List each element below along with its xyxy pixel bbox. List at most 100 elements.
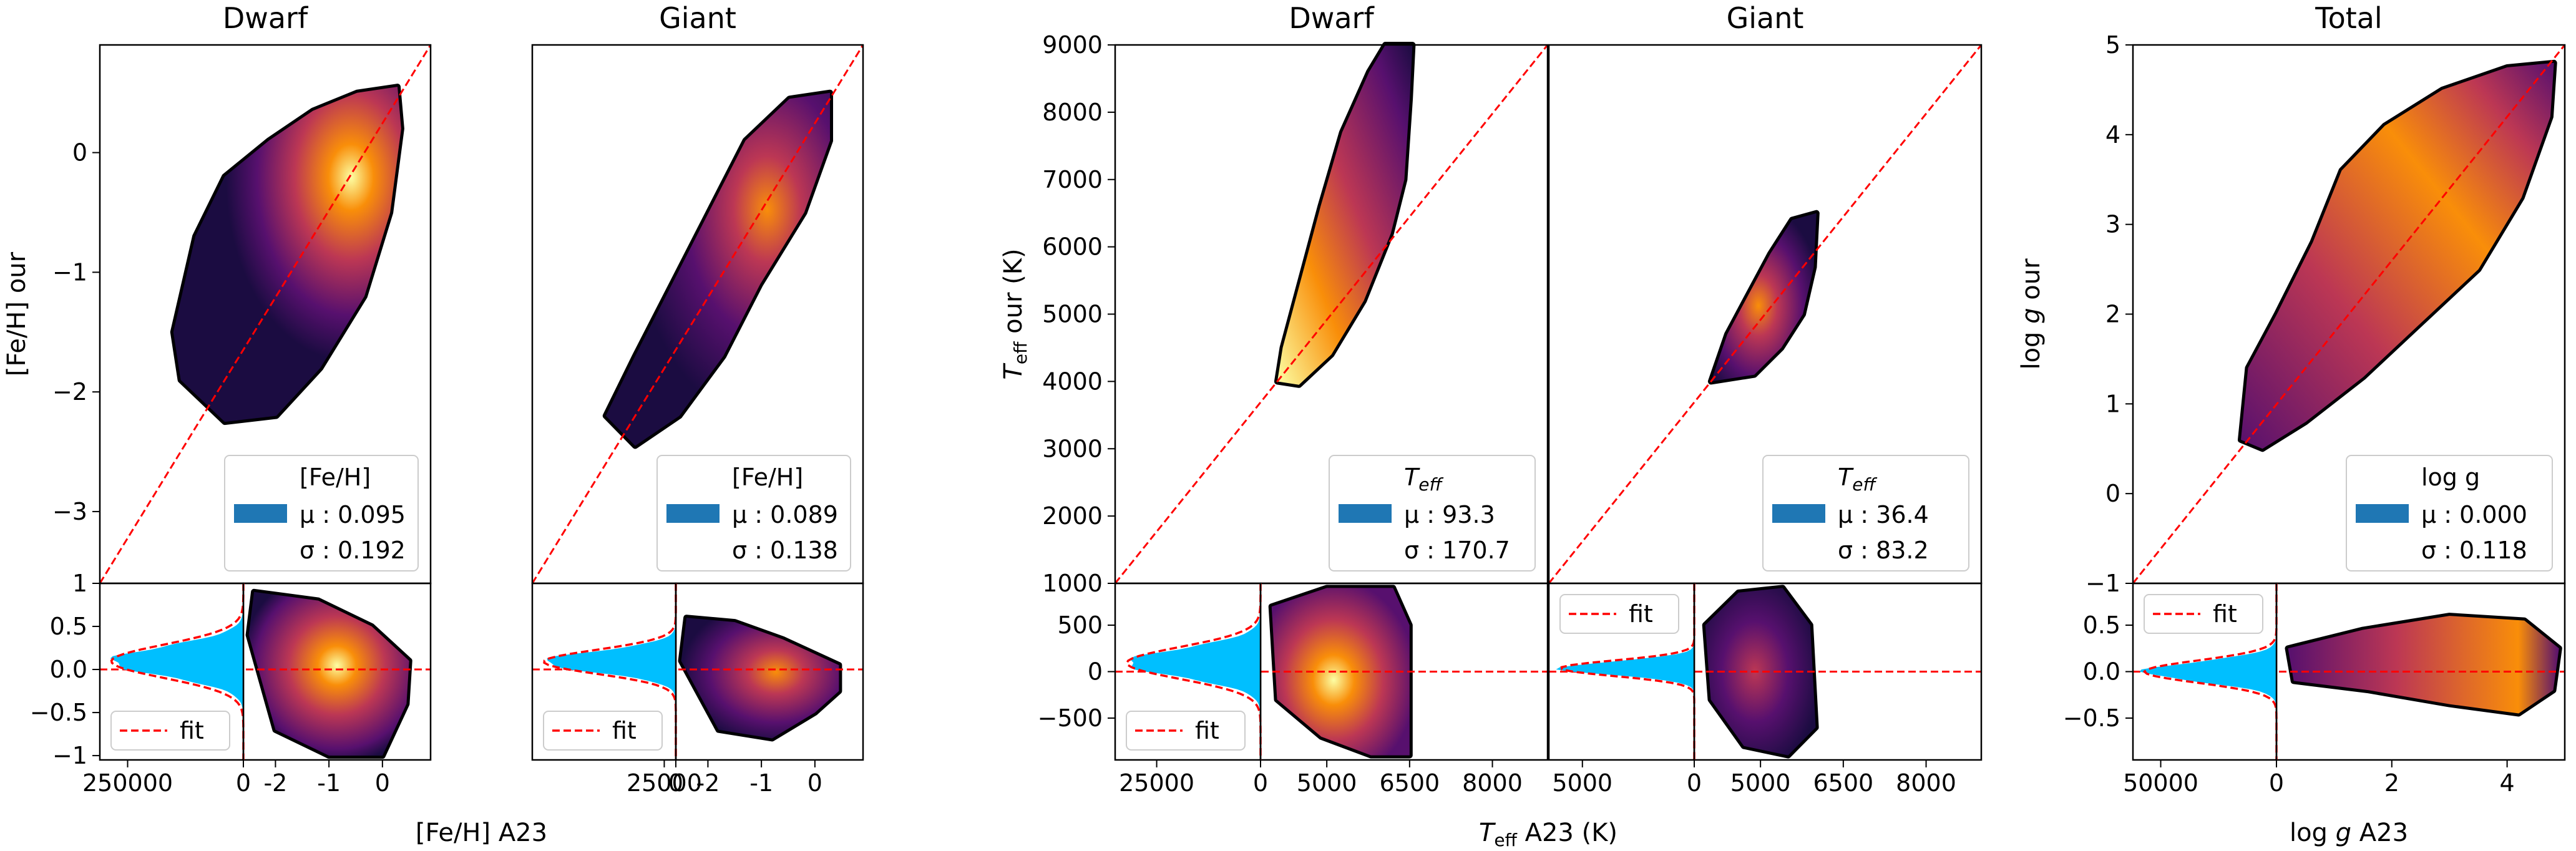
ytick-label: 9000 bbox=[1042, 31, 1103, 59]
res-xtick-label: -2 bbox=[696, 769, 720, 797]
hist-xtick-label: 0 bbox=[668, 769, 683, 797]
legend-box bbox=[2346, 455, 2553, 571]
fit-legend-label: fit bbox=[180, 717, 204, 744]
fit-legend-label: fit bbox=[612, 717, 637, 744]
histogram-axes-frame bbox=[531, 582, 677, 761]
ytick-label: 8000 bbox=[1042, 99, 1103, 126]
teff-ylabel: Teff our (K) bbox=[999, 248, 1031, 379]
ytick-label: 4000 bbox=[1042, 367, 1103, 395]
legend-sigma: σ : 0.138 bbox=[732, 537, 838, 564]
density-cloud bbox=[173, 87, 401, 422]
fit-legend-label: fit bbox=[1195, 717, 1219, 744]
res-ytick-label: 500 bbox=[1057, 611, 1103, 639]
panel-title: Dwarf bbox=[223, 1, 309, 35]
legend-mu: μ : 93.3 bbox=[1404, 501, 1495, 528]
logg-xlabel: log g A23 bbox=[2290, 819, 2408, 847]
legend-label: [Fe/H] bbox=[300, 464, 371, 491]
legend-label: [Fe/H] bbox=[732, 464, 803, 491]
legend-sigma: σ : 0.192 bbox=[300, 537, 406, 564]
ytick-label: −2 bbox=[52, 378, 87, 406]
res-ytick-label: 0 bbox=[1088, 658, 1103, 686]
legend-patch bbox=[234, 504, 287, 523]
histogram-axes-frame bbox=[1548, 582, 1695, 761]
residual-cloud bbox=[681, 618, 839, 739]
hist-xtick-label: 25000 bbox=[627, 769, 702, 797]
logg-ylabel: log g our bbox=[2017, 258, 2046, 370]
density-cloud bbox=[2241, 62, 2554, 449]
res-xtick-label: 0 bbox=[375, 769, 390, 797]
legend-sigma: σ : 83.2 bbox=[1838, 537, 1929, 564]
fit-legend-box bbox=[110, 711, 230, 751]
residual-cloud bbox=[2288, 616, 2559, 714]
legend-label: log g bbox=[2421, 464, 2480, 491]
res-ytick-label: 0.5 bbox=[50, 613, 87, 640]
panel-teff-dwarf: Dwarf10002000300040005000600070008000900… bbox=[1038, 1, 1549, 797]
ytick-label: 2 bbox=[2105, 301, 2120, 328]
panel-teff-giant: Giant Teff μ : 36.4 σ : 83.2 5000 6500 8000 500… bbox=[1548, 1, 1983, 797]
legend-mu: μ : 0.089 bbox=[732, 501, 838, 528]
ytick-label: 1 bbox=[2105, 390, 2120, 417]
hist-xtick-label: 5000 bbox=[1552, 769, 1612, 797]
legend-mu: μ : 36.4 bbox=[1838, 501, 1929, 528]
fit-legend-label: fit bbox=[1629, 600, 1653, 628]
ytick-label: 7000 bbox=[1042, 166, 1103, 193]
res-xtick-label: 5000 bbox=[1297, 769, 1357, 797]
fit-legend-label: fit bbox=[2213, 600, 2237, 628]
gaussian-fit-curve bbox=[110, 583, 245, 760]
panel-title: Giant bbox=[659, 1, 736, 35]
ytick-label: 6000 bbox=[1042, 233, 1103, 261]
fit-legend-box bbox=[1126, 711, 1246, 751]
ytick-label: −1 bbox=[52, 258, 87, 286]
ytick-label: 1000 bbox=[1042, 570, 1103, 597]
legend-patch bbox=[1339, 504, 1392, 523]
legend-patch bbox=[666, 504, 720, 523]
ytick-label: 3 bbox=[2105, 211, 2120, 238]
teff-xlabel: Teff A23 (K) bbox=[1479, 819, 1617, 850]
hist-xtick-label: 0 bbox=[1253, 769, 1268, 797]
legend-box bbox=[1762, 455, 1969, 571]
hist-xtick-label: 0 bbox=[2269, 769, 2284, 797]
fit-legend-box bbox=[2144, 594, 2263, 634]
one-to-one-line bbox=[2132, 44, 2566, 584]
legend-label: Teff bbox=[1838, 464, 1877, 495]
res-ytick-label: 0.0 bbox=[50, 656, 87, 683]
res-xtick-label: 2 bbox=[2384, 769, 2399, 797]
ytick-label: 3000 bbox=[1042, 435, 1103, 462]
res-ytick-label: −1 bbox=[52, 742, 87, 769]
res-xtick-label: -1 bbox=[317, 769, 341, 797]
ytick-label: 2000 bbox=[1042, 502, 1103, 530]
res-xtick-label: -2 bbox=[263, 769, 287, 797]
res-xtick-label: 0 bbox=[807, 769, 822, 797]
residual-cloud bbox=[1705, 588, 1816, 756]
one-to-one-line bbox=[1114, 44, 1549, 584]
density-cloud bbox=[1277, 45, 1413, 385]
res-xtick-label: 6500 bbox=[1813, 769, 1873, 797]
panel-title: Dwarf bbox=[1289, 1, 1375, 35]
residual-histogram bbox=[110, 583, 243, 760]
res-xtick-label: 8000 bbox=[1462, 769, 1523, 797]
res-ytick-label: 0.5 bbox=[2083, 611, 2120, 639]
res-ytick-label: −500 bbox=[1038, 704, 1103, 732]
hist-xtick-label: 0 bbox=[1687, 769, 1702, 797]
one-to-one-line bbox=[531, 44, 864, 584]
hist-xtick-label: 25000 bbox=[1119, 769, 1194, 797]
res-xtick-label: 8000 bbox=[1896, 769, 1956, 797]
legend-box bbox=[656, 455, 851, 571]
res-xtick-label: 6500 bbox=[1379, 769, 1440, 797]
feh-ylabel: [Fe/H] our bbox=[2, 251, 31, 376]
density-cloud bbox=[1710, 213, 1817, 382]
one-to-one-line bbox=[99, 44, 432, 584]
hist-xtick-label: 250000 bbox=[82, 769, 173, 797]
panel-feh-dwarf: Dwarf −3 −2 −1 0 [Fe/H] μ : 0.095 σ : 0.192 -2 -1… bbox=[30, 1, 432, 797]
res-xtick-label: -1 bbox=[749, 769, 773, 797]
hist-xtick-label: 0 bbox=[236, 769, 251, 797]
legend-mu: μ : 0.000 bbox=[2421, 501, 2527, 528]
legend-patch bbox=[1772, 504, 1825, 523]
ytick-label: −3 bbox=[52, 498, 87, 525]
feh-xlabel: [Fe/H] A23 bbox=[416, 819, 547, 847]
residual-histogram bbox=[547, 583, 676, 760]
legend-box bbox=[1329, 455, 1536, 571]
residual-histogram bbox=[2139, 583, 2276, 760]
